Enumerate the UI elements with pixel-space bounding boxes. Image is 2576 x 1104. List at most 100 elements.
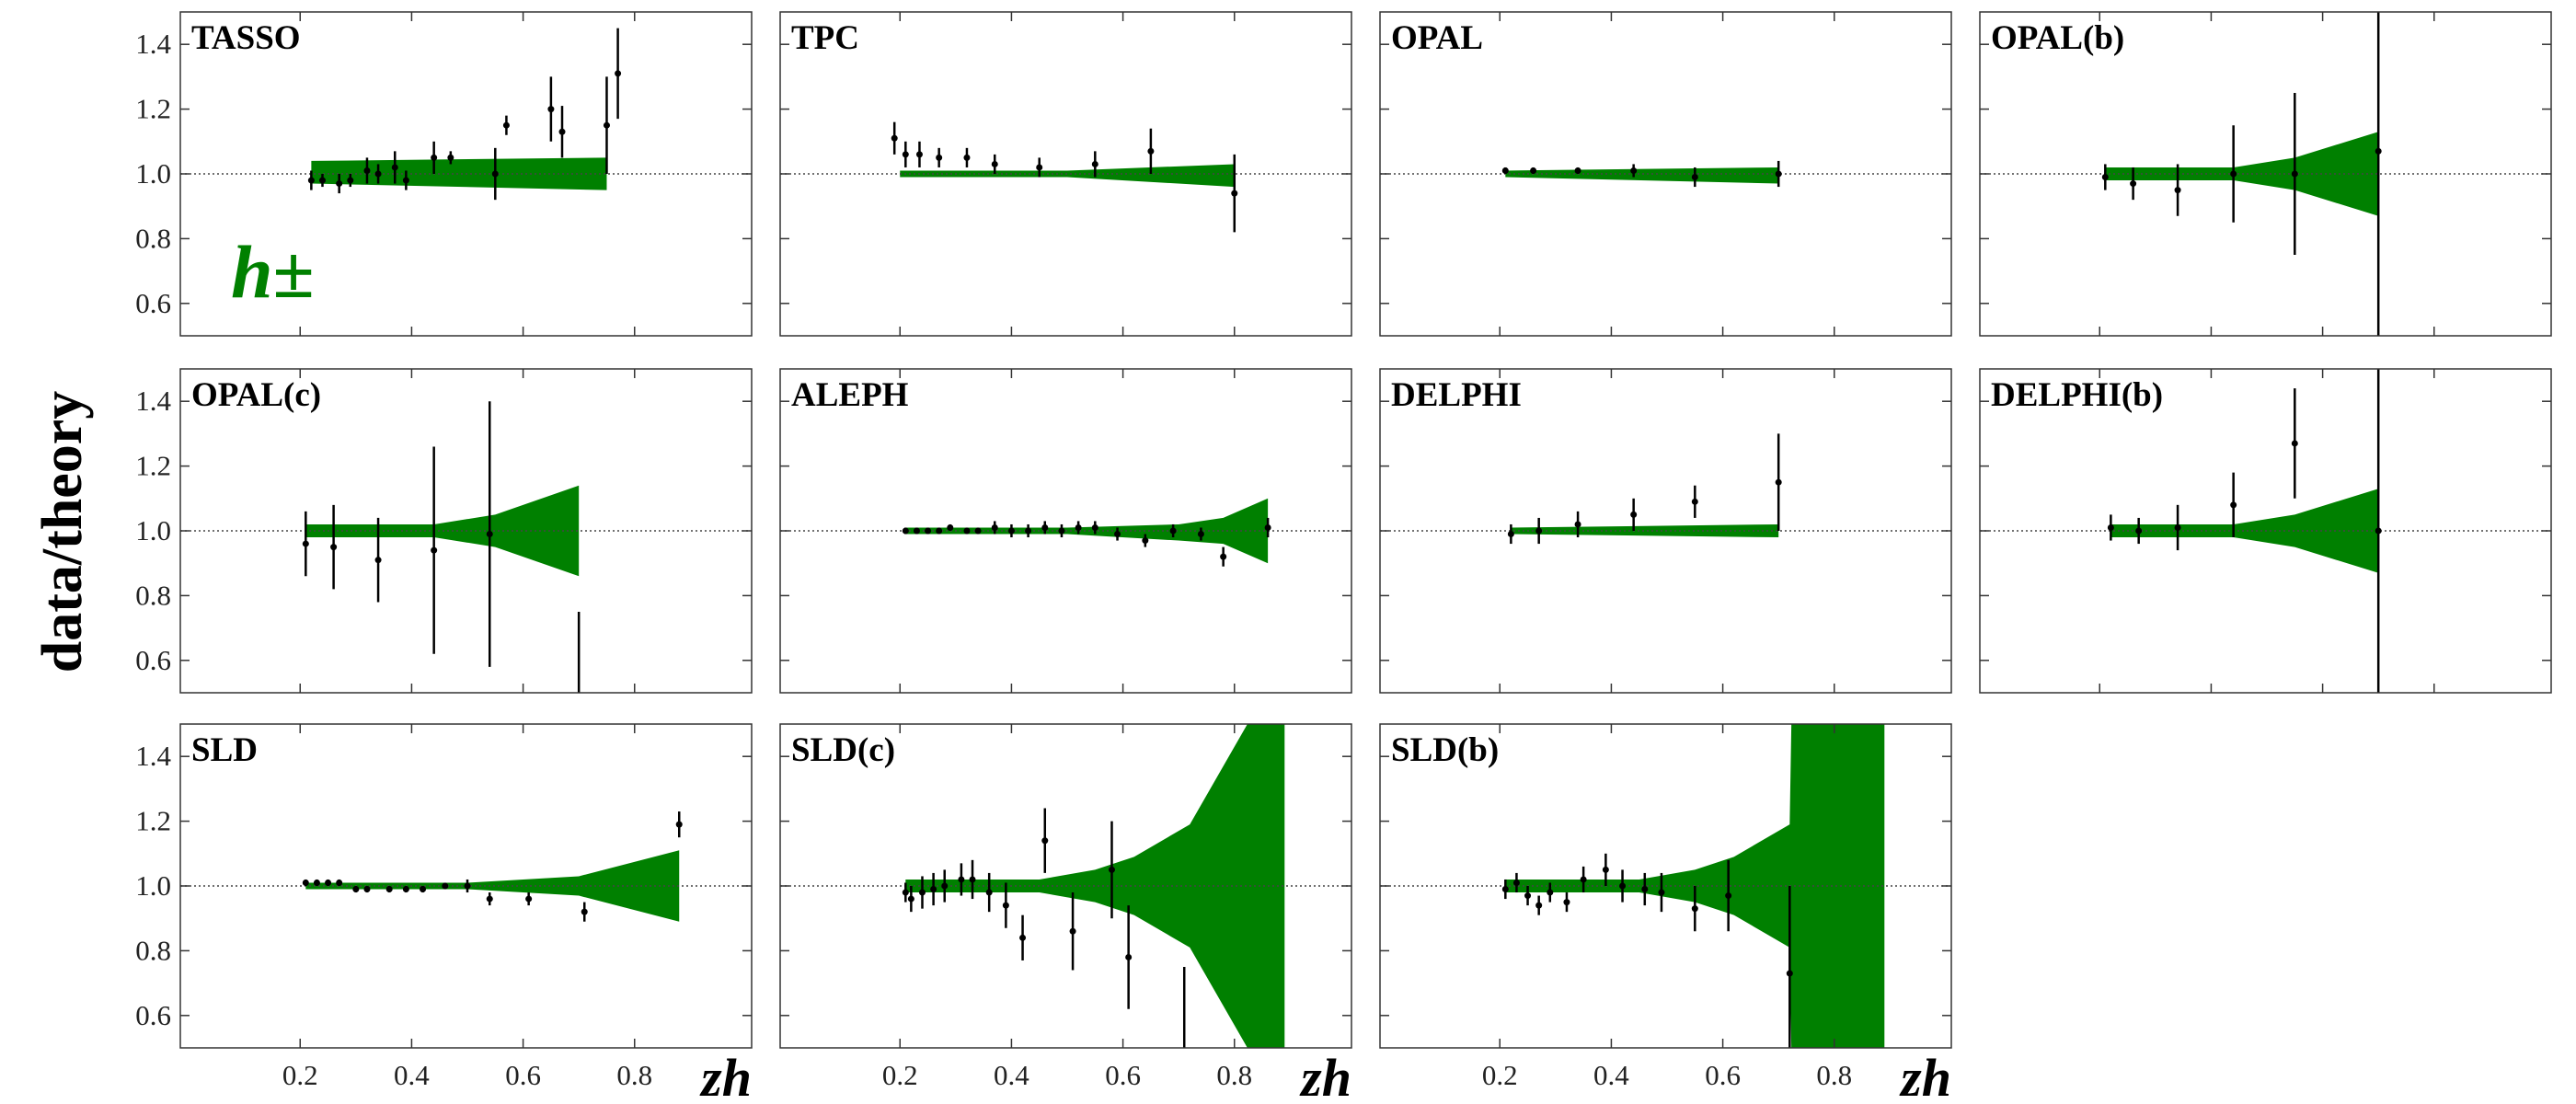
data-point [547, 106, 555, 113]
panel-title: DELPHI(b) [1991, 376, 2163, 414]
data-point [1786, 970, 1793, 977]
data-point [1507, 531, 1514, 538]
plot-area [780, 498, 1351, 567]
panel-title: ALEPH [791, 376, 909, 414]
theory-band [900, 164, 1235, 188]
data-point [2230, 170, 2237, 178]
data-point [363, 886, 371, 893]
x-tick-label: 0.8 [1216, 1059, 1252, 1091]
data-point [985, 889, 993, 896]
y-tick-label: 1.2 [135, 805, 171, 837]
data-point [374, 170, 382, 178]
data-point [1501, 886, 1509, 893]
data-point [1512, 879, 1520, 886]
data-point [1091, 523, 1098, 531]
data-point [907, 895, 914, 903]
x-tick-label: 0.8 [1816, 1059, 1852, 1091]
data-point [2375, 147, 2382, 155]
data-point [558, 128, 566, 135]
x-tick-label: 0.6 [1705, 1059, 1741, 1091]
data-point [913, 527, 920, 535]
data-point [2107, 523, 2114, 531]
data-point [2101, 174, 2109, 181]
data-point [675, 821, 683, 828]
data-point [1181, 1061, 1188, 1067]
x-tick-label: 0.8 [616, 1059, 652, 1091]
panel: DELPHI [1379, 368, 1952, 694]
panel-frame [779, 11, 1352, 337]
data-point [2174, 523, 2181, 531]
y-tick-label: 0.8 [135, 934, 171, 966]
panel-title: OPAL(c) [191, 376, 321, 414]
data-point [969, 876, 976, 883]
data-point [2230, 501, 2237, 509]
data-point [902, 151, 909, 158]
data-point [941, 882, 949, 890]
annotation: h± [231, 230, 315, 314]
y-tick-label: 1.4 [135, 28, 171, 60]
y-tick-label: 1.2 [135, 450, 171, 482]
data-point [1641, 886, 1649, 893]
y-tick-label: 1.0 [135, 157, 171, 190]
x-tick-label: 0.4 [1593, 1059, 1629, 1091]
data-point [576, 722, 582, 729]
data-point [902, 889, 909, 896]
data-point [420, 886, 427, 893]
data-point [1574, 521, 1581, 528]
data-point [2130, 180, 2137, 188]
data-point [1775, 478, 1782, 486]
data-point [1630, 511, 1638, 518]
data-point [1535, 527, 1543, 535]
panel-frame [179, 723, 753, 1049]
data-point [1535, 902, 1543, 909]
data-point [1231, 190, 1238, 197]
panel-frame [1379, 723, 1952, 1049]
data-point [1036, 164, 1043, 171]
data-point [1574, 167, 1581, 174]
theory-band [2110, 489, 2379, 573]
panel-title: OPAL [1391, 19, 1483, 57]
data-point [1169, 527, 1177, 535]
data-point [442, 882, 449, 890]
data-point [2291, 440, 2298, 447]
x-tick-label: 0.4 [394, 1059, 430, 1091]
panel: 0.6 0.8 1.0 1.2 1.4 TASSO h± [135, 11, 753, 337]
panel: DELPHI(b) [1979, 368, 2552, 694]
data-point [447, 154, 454, 161]
panel-title: SLD(b) [1391, 731, 1499, 769]
x-axis-label: zh [699, 1048, 752, 1104]
data-point [313, 879, 320, 886]
data-point [1220, 553, 1227, 560]
data-point [1025, 527, 1032, 535]
data-point [918, 889, 926, 896]
data-point [1691, 498, 1698, 505]
data-point [502, 121, 510, 129]
data-point [1619, 882, 1627, 890]
x-tick-label: 0.4 [994, 1059, 1029, 1091]
data-point [1563, 899, 1570, 906]
panel: ALEPH [779, 368, 1352, 694]
data-point [603, 121, 610, 129]
data-point [464, 882, 471, 890]
data-point [1007, 527, 1015, 535]
panel-title: TASSO [191, 19, 301, 57]
data-point [963, 527, 971, 535]
data-point [915, 151, 923, 158]
data-point [385, 886, 393, 893]
data-point [402, 886, 409, 893]
theory-band [905, 724, 1285, 1048]
data-point [2135, 527, 2143, 535]
y-tick-label: 0.6 [135, 644, 171, 676]
data-point [1530, 167, 1537, 174]
data-point [974, 527, 982, 535]
y-tick-label: 1.0 [135, 514, 171, 546]
plot-area [1380, 160, 1951, 188]
x-axis-label: zh [1899, 1048, 1951, 1104]
data-point [1501, 167, 1509, 174]
theory-band [905, 498, 1269, 564]
x-tick-label: 0.2 [1482, 1059, 1518, 1091]
data-point [374, 557, 382, 564]
data-point [991, 523, 998, 531]
data-point [2375, 527, 2382, 535]
